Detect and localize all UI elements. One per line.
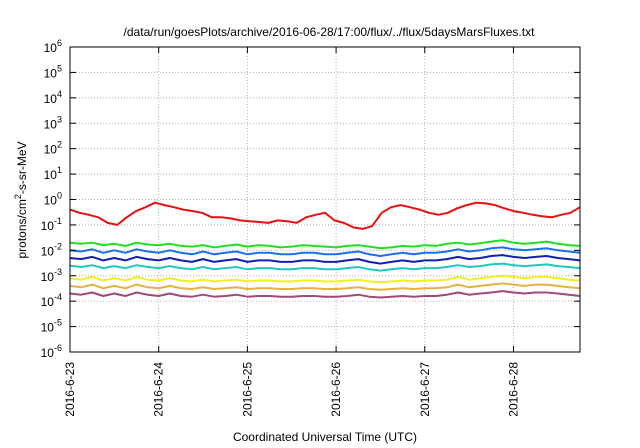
chart-title: /data/run/goesPlots/archive/2016-06-28/1…	[124, 25, 536, 39]
y-tick-base: 10	[44, 168, 58, 182]
data-series-group	[69, 201, 581, 299]
y-tick-base: 10	[44, 194, 58, 208]
y-tick-base: 10	[41, 244, 55, 258]
x-tick-label: 2016-6-25	[240, 362, 254, 417]
y-tick-label: 103	[44, 114, 62, 131]
y-tick-base: 10	[44, 143, 58, 157]
series-line-6	[69, 274, 581, 284]
series-line-1	[69, 201, 581, 230]
y-axis-label: protons/cm2-s-sr-MeV	[13, 141, 29, 258]
y-tick-label: 100	[44, 191, 62, 208]
y-tick-exponent: -2	[54, 241, 62, 251]
y-axis-label-superscript: 2	[13, 194, 23, 199]
y-tick-exponent: -6	[54, 343, 62, 353]
y-tick-exponent: 5	[57, 63, 62, 73]
x-axis-label: Coordinated Universal Time (UTC)	[233, 430, 417, 444]
y-tick-label: 105	[44, 63, 62, 80]
y-tick-label: 101	[44, 165, 62, 182]
y-tick-label: 10-3	[41, 267, 62, 284]
y-tick-label: 10-6	[41, 343, 62, 360]
y-tick-label: 102	[44, 140, 62, 157]
y-tick-label: 10-5	[41, 318, 62, 335]
y-tick-label: 10-2	[41, 241, 62, 258]
y-tick-base: 10	[41, 295, 55, 309]
series-line-3	[69, 246, 581, 257]
x-axis-ticks: 2016-6-23 2016-6-24 2016-6-25 2016-6-26 2016…	[63, 47, 520, 417]
y-tick-base: 10	[41, 346, 55, 360]
y-tick-exponent: -4	[54, 292, 62, 302]
x-tick-label: 2016-6-26	[329, 362, 343, 417]
series-line-8	[69, 290, 581, 299]
y-tick-exponent: 4	[57, 89, 62, 99]
y-tick-exponent: 3	[57, 114, 62, 124]
series-line-2	[69, 239, 581, 250]
y-tick-label: 104	[44, 89, 62, 106]
y-tick-label: 106	[44, 38, 62, 55]
y-tick-exponent: 6	[57, 38, 62, 48]
grid-lines	[70, 47, 580, 352]
x-tick-label: 2016-6-27	[418, 362, 432, 417]
y-tick-base: 10	[44, 66, 58, 80]
y-tick-exponent: 0	[57, 191, 62, 201]
y-tick-exponent: -5	[54, 318, 62, 328]
y-tick-base: 10	[44, 117, 58, 131]
x-tick-label: 2016-6-28	[506, 362, 520, 417]
y-tick-label: 10-1	[41, 216, 62, 233]
y-tick-base: 10	[44, 41, 58, 55]
y-tick-base: 10	[41, 270, 55, 284]
x-tick-label: 2016-6-23	[63, 362, 77, 417]
series-line-5	[69, 262, 581, 272]
y-tick-exponent: -1	[54, 216, 62, 226]
y-tick-base: 10	[44, 92, 58, 106]
y-tick-label: 10-4	[41, 292, 62, 309]
y-axis-label-rest: -s-sr-MeV	[15, 141, 29, 194]
y-axis-ticks: 10-610-510-410-310-210-11001011021031041…	[41, 38, 580, 360]
y-tick-exponent: 2	[57, 140, 62, 150]
y-tick-exponent: -3	[54, 267, 62, 277]
series-line-7	[69, 282, 581, 291]
y-tick-base: 10	[41, 219, 55, 233]
y-axis-label-base: protons/cm	[15, 199, 29, 258]
y-tick-exponent: 1	[57, 165, 62, 175]
series-line-4	[69, 254, 581, 265]
x-tick-label: 2016-6-24	[152, 362, 166, 417]
y-tick-base: 10	[41, 321, 55, 335]
